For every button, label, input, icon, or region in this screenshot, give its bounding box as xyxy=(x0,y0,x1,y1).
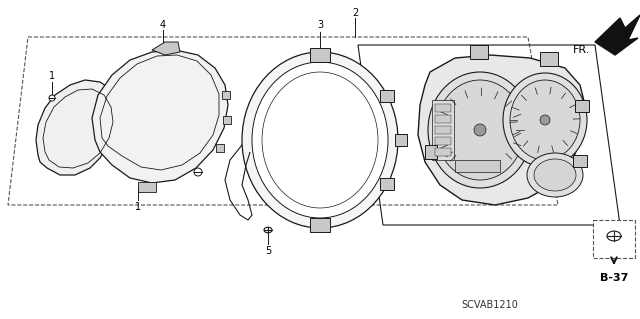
Ellipse shape xyxy=(503,73,587,167)
FancyBboxPatch shape xyxy=(432,100,454,160)
FancyBboxPatch shape xyxy=(435,148,451,156)
Ellipse shape xyxy=(607,231,621,241)
Ellipse shape xyxy=(527,153,583,197)
Text: SCVAB1210: SCVAB1210 xyxy=(461,300,518,310)
FancyBboxPatch shape xyxy=(425,145,437,159)
Text: 1: 1 xyxy=(49,71,55,81)
Ellipse shape xyxy=(252,62,388,218)
Ellipse shape xyxy=(540,115,550,125)
FancyBboxPatch shape xyxy=(216,144,224,152)
Ellipse shape xyxy=(436,80,524,180)
Ellipse shape xyxy=(474,124,486,136)
Ellipse shape xyxy=(264,227,272,233)
Polygon shape xyxy=(36,80,120,175)
Ellipse shape xyxy=(534,159,576,191)
FancyBboxPatch shape xyxy=(593,220,635,258)
Polygon shape xyxy=(152,42,180,55)
Text: 5: 5 xyxy=(265,246,271,256)
Ellipse shape xyxy=(49,95,55,101)
Ellipse shape xyxy=(242,52,398,228)
Ellipse shape xyxy=(428,72,532,188)
Polygon shape xyxy=(92,50,228,183)
Polygon shape xyxy=(595,15,640,55)
FancyBboxPatch shape xyxy=(310,48,330,62)
FancyBboxPatch shape xyxy=(470,45,488,59)
Text: 2: 2 xyxy=(352,8,358,18)
Ellipse shape xyxy=(510,80,580,160)
FancyBboxPatch shape xyxy=(575,100,589,112)
FancyBboxPatch shape xyxy=(455,160,500,172)
FancyBboxPatch shape xyxy=(138,182,156,192)
FancyBboxPatch shape xyxy=(380,90,394,102)
FancyBboxPatch shape xyxy=(435,115,451,123)
FancyBboxPatch shape xyxy=(310,218,330,232)
FancyBboxPatch shape xyxy=(435,126,451,134)
Text: FR.: FR. xyxy=(573,45,590,55)
FancyBboxPatch shape xyxy=(540,52,558,66)
Text: 3: 3 xyxy=(317,20,323,30)
Text: B-37: B-37 xyxy=(600,273,628,283)
Text: 1: 1 xyxy=(135,202,141,212)
FancyBboxPatch shape xyxy=(223,116,231,124)
FancyBboxPatch shape xyxy=(573,155,587,167)
FancyBboxPatch shape xyxy=(380,178,394,190)
FancyBboxPatch shape xyxy=(222,91,230,99)
FancyBboxPatch shape xyxy=(435,104,451,112)
Text: 4: 4 xyxy=(160,20,166,30)
Ellipse shape xyxy=(194,168,202,176)
FancyBboxPatch shape xyxy=(435,137,451,145)
FancyBboxPatch shape xyxy=(395,134,407,146)
Polygon shape xyxy=(418,55,585,205)
